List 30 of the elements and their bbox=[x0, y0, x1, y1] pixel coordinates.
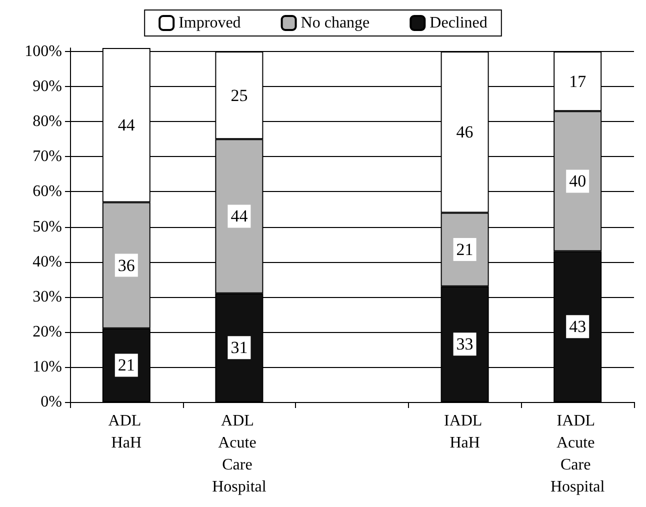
legend-label: Declined bbox=[430, 14, 488, 32]
y-tick-label: 90% bbox=[32, 78, 62, 96]
y-tick-label: 10% bbox=[32, 358, 62, 376]
y-tick-label: 70% bbox=[32, 148, 62, 166]
data-label: 25 bbox=[230, 86, 248, 105]
data-label: 44 bbox=[118, 116, 136, 135]
data-label: 46 bbox=[456, 122, 474, 142]
data-label: 43 bbox=[569, 317, 586, 336]
legend-label: Improved bbox=[178, 14, 241, 32]
y-tick-label: 30% bbox=[32, 288, 62, 306]
data-label: 31 bbox=[230, 338, 248, 358]
data-label: 21 bbox=[118, 356, 135, 375]
y-tick-label: 0% bbox=[40, 394, 62, 410]
x-tick-label: ADL Acute Care Hospital bbox=[212, 412, 267, 496]
y-tick-label: 60% bbox=[32, 183, 62, 200]
data-label: 21 bbox=[456, 240, 474, 260]
data-label: 17 bbox=[569, 72, 587, 91]
x-tick-label: ADL HaH bbox=[108, 412, 145, 452]
legend-label: No change bbox=[300, 14, 370, 32]
data-label: 40 bbox=[569, 172, 586, 191]
y-tick-label: 40% bbox=[32, 253, 62, 270]
y-tick-label: 100% bbox=[24, 43, 62, 60]
data-label: 36 bbox=[118, 256, 135, 275]
y-tick-label: 50% bbox=[32, 218, 62, 236]
x-tick-label: IADL HaH bbox=[444, 412, 486, 452]
x-tick-label: IADL Acute Care Hospital bbox=[550, 412, 606, 496]
y-tick-label: 80% bbox=[32, 113, 62, 130]
data-label: 33 bbox=[456, 334, 474, 354]
y-tick-label: 20% bbox=[32, 323, 62, 340]
data-label: 44 bbox=[230, 206, 248, 226]
